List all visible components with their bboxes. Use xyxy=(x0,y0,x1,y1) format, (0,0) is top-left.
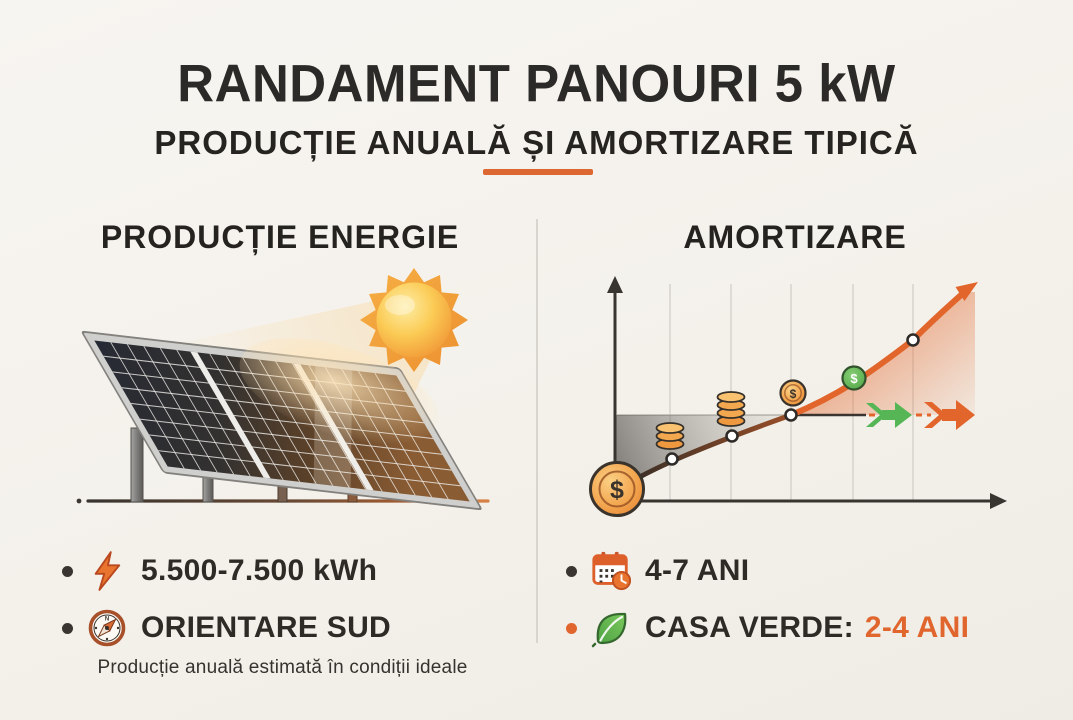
casa-verde-label: CASA VERDE: xyxy=(645,611,854,644)
amortization-chart: $ $ $ xyxy=(589,276,1007,517)
coin-stack-4 xyxy=(716,391,746,427)
bullet-dot-orange xyxy=(566,622,577,634)
list-item-orientation: N ORIENTARE SUD xyxy=(62,605,391,651)
production-value: 5.500-7.500 kWh xyxy=(141,554,378,587)
profit-area xyxy=(791,292,975,415)
solar-panel xyxy=(81,330,482,510)
page-title: RANDAMENT PANOURI 5 kW xyxy=(177,53,896,114)
dollar-symbol: $ xyxy=(610,476,624,504)
curve-after-breakeven xyxy=(788,292,964,418)
dollar-symbol: $ xyxy=(850,371,858,386)
leaf-icon xyxy=(590,605,632,651)
dollar-coin-origin: $ xyxy=(589,461,645,517)
column-divider xyxy=(536,219,538,643)
list-item-production: 5.500-7.500 kWh xyxy=(62,548,377,594)
left-footnote: Producție anuală estimată în condiții id… xyxy=(97,657,468,678)
lightning-icon xyxy=(86,548,128,594)
dollar-coin-small: $ xyxy=(779,379,807,407)
orientation-value: ORIENTARE SUD xyxy=(141,611,392,644)
curve-points xyxy=(665,333,920,466)
compass-icon: N xyxy=(86,605,128,651)
dollar-symbol: $ xyxy=(790,387,797,401)
dollar-coin-green: $ xyxy=(841,365,867,391)
list-item-payback: 4-7 ANI xyxy=(566,548,749,594)
bullet-dot xyxy=(62,622,73,634)
green-fast-forward-arrow xyxy=(866,402,912,428)
payback-arrows xyxy=(791,400,975,430)
orange-fast-forward-arrow xyxy=(924,400,975,430)
list-item-casa-verde: CASA VERDE: 2-4 ANI xyxy=(566,605,969,651)
left-section-heading: PRODUCȚIE ENERGIE xyxy=(100,219,460,255)
solar-panel-illustration xyxy=(76,268,490,510)
right-section-heading: AMORTIZARE xyxy=(683,219,907,255)
coin-stack-3 xyxy=(655,422,685,450)
calendar-clock-icon xyxy=(590,548,632,594)
accent-divider xyxy=(483,169,593,175)
casa-verde-value: 2-4 ANI xyxy=(864,611,970,644)
bullet-dot xyxy=(566,565,577,577)
x-axis-arrowhead xyxy=(990,493,1007,509)
sun-icon xyxy=(360,268,468,372)
curve-arrowhead xyxy=(955,282,978,301)
compass-north-label: N xyxy=(105,617,109,623)
payback-value: 4-7 ANI xyxy=(645,554,750,587)
y-axis-arrowhead xyxy=(607,276,623,293)
page-subtitle: PRODUCȚIE ANUALĂ ȘI AMORTIZARE TIPICĂ xyxy=(154,124,919,161)
bullet-dot xyxy=(62,565,73,577)
